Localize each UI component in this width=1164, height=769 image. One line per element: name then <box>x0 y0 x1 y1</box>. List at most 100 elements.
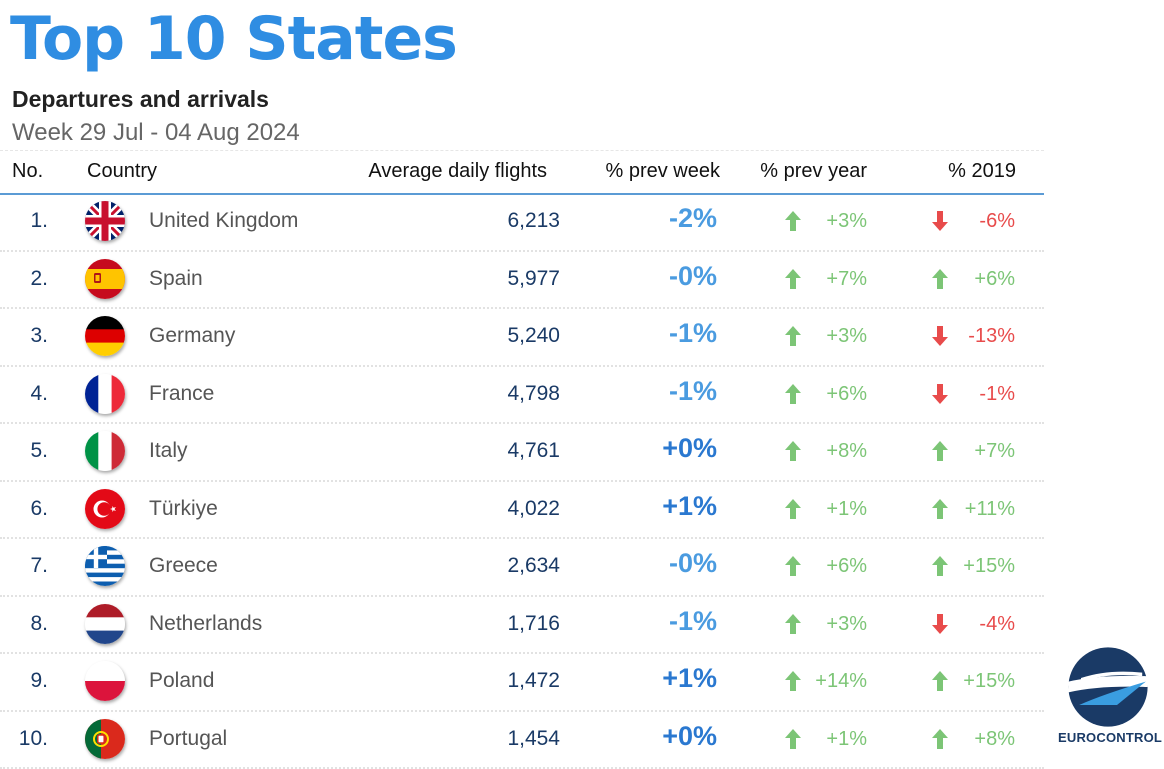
arrow-up-icon <box>784 268 802 290</box>
average-daily-flights-cell: 4,022 <box>507 497 560 521</box>
column-header-average-daily-flights[interactable]: Average daily flights <box>368 158 547 184</box>
prev-year-cell: +1% <box>826 498 867 521</box>
prev-year-cell: +1% <box>826 728 867 751</box>
prev-week-cell: -1% <box>669 318 717 349</box>
arrow-up-icon <box>784 498 802 520</box>
arrow-down-icon <box>931 613 949 635</box>
arrow-up-icon <box>784 383 802 405</box>
average-daily-flights-cell: 2,634 <box>507 554 560 578</box>
prev-week-cell: +1% <box>662 491 717 522</box>
france-flag-icon <box>85 374 125 414</box>
average-daily-flights-cell: 6,213 <box>507 209 560 233</box>
average-daily-flights-cell: 1,472 <box>507 669 560 693</box>
vs-2019-cell: -13% <box>968 325 1015 348</box>
vs-2019-cell: +7% <box>974 440 1015 463</box>
country-cell: United Kingdom <box>149 209 298 233</box>
prev-year-cell: +14% <box>815 670 867 693</box>
rank-cell: 4. <box>0 382 48 406</box>
prev-year-cell: +3% <box>826 325 867 348</box>
arrow-up-icon <box>784 728 802 750</box>
arrow-up-icon <box>784 670 802 692</box>
prev-year-cell: +6% <box>826 383 867 406</box>
vs-2019-cell: +15% <box>963 670 1015 693</box>
arrow-up-icon <box>931 728 949 750</box>
vs-2019-cell: -4% <box>979 613 1015 636</box>
portugal-flag-icon <box>85 719 125 759</box>
table-row[interactable]: 6. Türkiye 4,022 +1% +1% +11% <box>0 482 1044 540</box>
table-row[interactable]: 10. Portugal 1,454 +0% +1% +8% <box>0 712 1044 769</box>
arrow-down-icon <box>931 383 949 405</box>
rank-cell: 8. <box>0 612 48 636</box>
germany-flag-icon <box>85 316 125 356</box>
column-header-prev-year[interactable]: % prev year <box>760 158 867 184</box>
column-header-no[interactable]: No. <box>12 158 43 184</box>
prev-week-cell: +1% <box>662 663 717 694</box>
period-label: Week 29 Jul - 04 Aug 2024 <box>12 117 300 149</box>
arrow-up-icon <box>784 613 802 635</box>
country-cell: Netherlands <box>149 612 262 636</box>
column-header-country[interactable]: Country <box>87 158 157 184</box>
average-daily-flights-cell: 5,240 <box>507 324 560 348</box>
vs-2019-cell: -6% <box>979 210 1015 233</box>
page-subtitle: Departures and arrivals <box>12 84 269 114</box>
prev-year-cell: +3% <box>826 613 867 636</box>
arrow-up-icon <box>931 268 949 290</box>
country-cell: France <box>149 382 214 406</box>
arrow-down-icon <box>931 325 949 347</box>
arrow-up-icon <box>931 440 949 462</box>
vs-2019-cell: +8% <box>974 728 1015 751</box>
rank-cell: 10. <box>0 727 48 751</box>
prev-week-cell: +0% <box>662 721 717 752</box>
country-cell: Italy <box>149 439 188 463</box>
arrow-up-icon <box>931 555 949 577</box>
rank-cell: 9. <box>0 669 48 693</box>
country-cell: Portugal <box>149 727 227 751</box>
arrow-up-icon <box>784 555 802 577</box>
arrow-up-icon <box>931 498 949 520</box>
country-cell: Spain <box>149 267 203 291</box>
logo-text: EUROCONTROL <box>1058 730 1158 745</box>
column-header-prev-week[interactable]: % prev week <box>606 158 721 184</box>
column-header-2019[interactable]: % 2019 <box>948 158 1016 184</box>
uk-flag-icon <box>85 201 125 241</box>
average-daily-flights-cell: 5,977 <box>507 267 560 291</box>
country-cell: Greece <box>149 554 218 578</box>
table-header: No. Country Average daily flights % prev… <box>0 150 1044 195</box>
prev-week-cell: -1% <box>669 376 717 407</box>
prev-week-cell: -0% <box>669 548 717 579</box>
average-daily-flights-cell: 1,454 <box>507 727 560 751</box>
poland-flag-icon <box>85 661 125 701</box>
turkiye-flag-icon <box>85 489 125 529</box>
netherlands-flag-icon <box>85 604 125 644</box>
country-cell: Poland <box>149 669 214 693</box>
prev-week-cell: -2% <box>669 203 717 234</box>
table-row[interactable]: 1. United Kingdom 6,213 -2% +3% -6% <box>0 194 1044 252</box>
arrow-up-icon <box>784 440 802 462</box>
vs-2019-cell: -1% <box>979 383 1015 406</box>
rank-cell: 1. <box>0 209 48 233</box>
table-row[interactable]: 9. Poland 1,472 +1% +14% +15% <box>0 654 1044 712</box>
vs-2019-cell: +11% <box>965 498 1015 521</box>
eurocontrol-emblem-icon <box>1063 642 1153 732</box>
prev-year-cell: +3% <box>826 210 867 233</box>
prev-year-cell: +8% <box>826 440 867 463</box>
country-cell: Germany <box>149 324 235 348</box>
rank-cell: 7. <box>0 554 48 578</box>
prev-year-cell: +6% <box>826 555 867 578</box>
page-title: Top 10 States <box>10 0 457 78</box>
arrow-up-icon <box>931 670 949 692</box>
greece-flag-icon <box>85 546 125 586</box>
prev-week-cell: -1% <box>669 606 717 637</box>
average-daily-flights-cell: 4,761 <box>507 439 560 463</box>
country-cell: Türkiye <box>149 497 218 521</box>
rank-cell: 6. <box>0 497 48 521</box>
arrow-down-icon <box>931 210 949 232</box>
rank-cell: 5. <box>0 439 48 463</box>
